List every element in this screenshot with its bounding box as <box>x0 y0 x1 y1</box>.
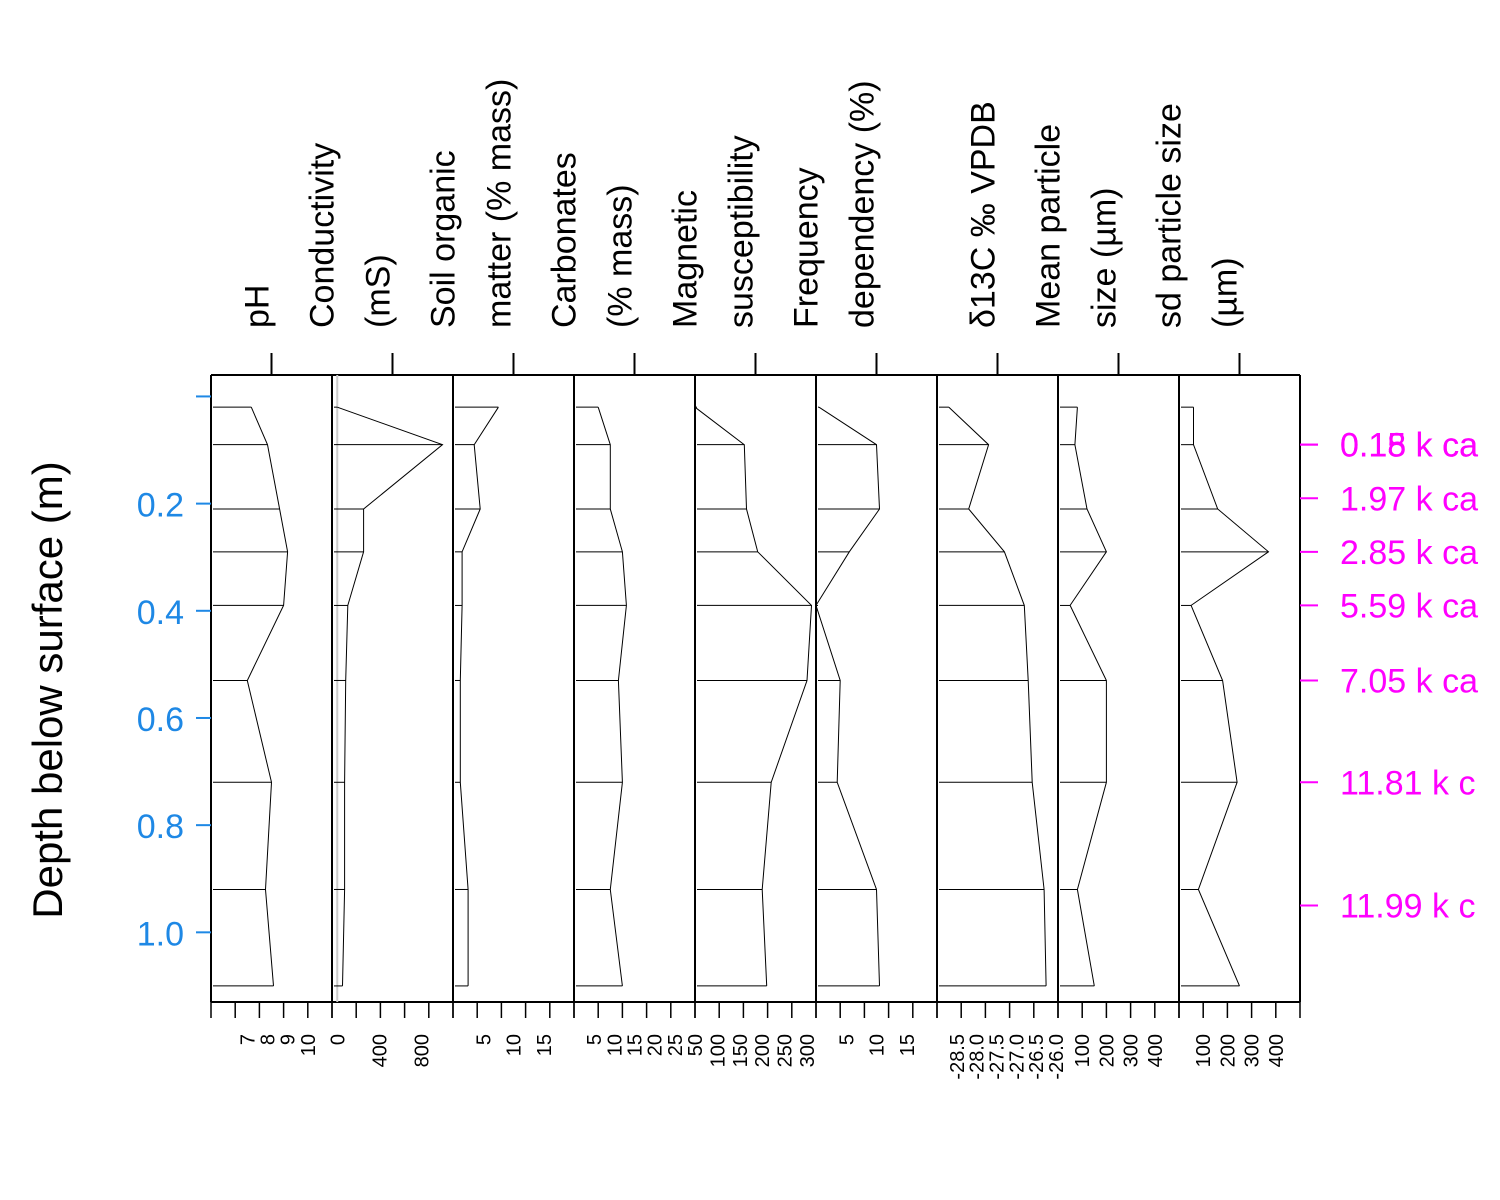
x-tick-label: 200 <box>1096 1034 1118 1067</box>
panel-title: size (µm) <box>1086 188 1124 328</box>
x-tick-label: 150 <box>730 1034 752 1067</box>
depth-tick-label: 0.4 <box>137 594 184 632</box>
x-tick-label: 10 <box>504 1034 526 1056</box>
series-line <box>694 406 813 986</box>
series-line <box>597 407 627 986</box>
series-line <box>337 406 444 986</box>
x-tick-label: 200 <box>1217 1034 1239 1067</box>
age-tick-label: 0.18 k ca <box>1340 427 1478 465</box>
x-tick-label: 800 <box>411 1034 433 1067</box>
x-tick-label: 300 <box>1121 1034 1143 1067</box>
x-tick-label: 0 <box>327 1034 349 1045</box>
x-tick-label: 250 <box>775 1034 797 1067</box>
x-tick-label: 100 <box>1072 1034 1094 1067</box>
panel-title: (µm) <box>1207 257 1245 328</box>
x-tick-label: 15 <box>534 1034 556 1056</box>
series-line <box>948 406 1047 986</box>
series-line <box>246 407 289 986</box>
x-tick-label: 9 <box>278 1034 300 1045</box>
x-tick-label: 5 <box>473 1034 495 1045</box>
x-tick-label: 7 <box>237 1034 259 1045</box>
x-tick-label: 400 <box>369 1034 391 1067</box>
series-line <box>1069 407 1107 986</box>
depth-tick-label: 0.8 <box>137 808 184 846</box>
age-tick-label: 7.05 k ca <box>1340 662 1478 700</box>
x-tick-label: 15 <box>625 1034 647 1056</box>
panel-title: Soil organic <box>425 150 463 328</box>
x-tick-label: 50 <box>685 1034 707 1056</box>
x-tick-label: 25 <box>665 1034 687 1056</box>
panel-title: matter (% mass) <box>481 79 519 328</box>
panel-title: dependency (%) <box>844 80 882 328</box>
depth-axis-title: Depth below surface (m) <box>24 461 71 919</box>
age-tick-label: 5.59 k ca <box>1340 587 1478 625</box>
x-tick-label: 8 <box>258 1034 280 1045</box>
age-tick-label: 2.85 k ca <box>1340 534 1478 572</box>
x-tick-label: 5 <box>584 1034 606 1045</box>
panel-title: sd particle size <box>1151 103 1189 328</box>
age-axis: 0.18 k ca0.15 k ca 1.97 k ca 2.85 k ca 5.59… <box>1300 427 1478 926</box>
panel-titles: pH Conductivity (mS) Soil organic matter (% … <box>239 79 1245 375</box>
panel-frames <box>210 374 1301 1003</box>
x-tick-label: 10 <box>867 1034 889 1056</box>
age-tick-label: 11.81 k c <box>1340 764 1475 802</box>
panel-title: (mS) <box>360 254 398 328</box>
x-tick-label: 400 <box>1266 1034 1288 1067</box>
x-tick-label: 300 <box>1242 1034 1264 1067</box>
x-tick-label: -28.0 <box>967 1034 989 1080</box>
x-tick-label: -28.5 <box>947 1034 969 1080</box>
x-tick-label: 100 <box>707 1034 729 1067</box>
x-tick-label: -27.0 <box>1006 1034 1028 1080</box>
x-tick-label: 5 <box>836 1034 858 1045</box>
x-tick-label: 100 <box>1193 1034 1215 1067</box>
x-tick-label: -27.5 <box>987 1034 1009 1080</box>
age-tick-label: 11.99 k c <box>1340 888 1475 926</box>
x-tick-label: 20 <box>645 1034 667 1056</box>
x-tick-label: 15 <box>897 1034 919 1056</box>
age-tick-label: 0.15 k ca <box>1340 427 1478 465</box>
x-tick-label: -26.5 <box>1026 1034 1048 1080</box>
x-tick-label: 300 <box>797 1034 819 1067</box>
panel-title: Magnetic <box>667 190 705 328</box>
depth-axis: 0.2 0.4 0.6 0.8 1.0 <box>137 395 211 953</box>
x-tick-label: -26.0 <box>1046 1034 1068 1080</box>
panel-title: pH <box>239 285 277 328</box>
depth-tick-label: 1.0 <box>137 915 184 953</box>
depth-tick-label: 0.2 <box>137 487 184 525</box>
x-tick-label: 200 <box>752 1034 774 1067</box>
x-tick-label: 400 <box>1145 1034 1167 1067</box>
series-line <box>1190 407 1270 987</box>
panel-title: Frequency <box>788 167 826 328</box>
depth-tick-label: 0.6 <box>137 701 184 739</box>
panel-title: Conductivity <box>304 143 342 328</box>
panel-title: susceptibility <box>723 135 761 328</box>
series-line <box>459 406 499 986</box>
series-line <box>815 406 881 986</box>
panel-title: δ13C ‰ VPDB <box>965 101 1003 328</box>
age-tick-label: 1.97 k ca <box>1340 480 1478 518</box>
series-lines <box>213 406 1270 987</box>
panel-title: Mean particle <box>1030 124 1068 328</box>
panel-title: (% mass) <box>602 184 640 328</box>
x-tick-label: 10 <box>604 1034 626 1056</box>
x-tick-label: 10 <box>298 1034 320 1056</box>
panel-title: Carbonates <box>546 152 584 328</box>
